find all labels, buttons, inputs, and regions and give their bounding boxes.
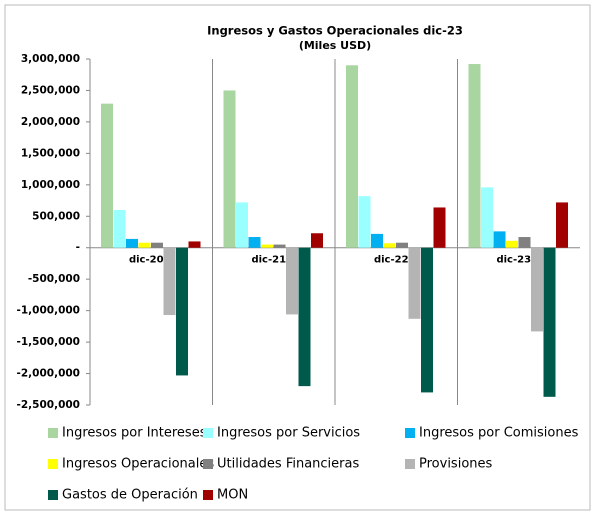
legend-label: Ingresos por Servicios [217,426,360,441]
bar [248,237,261,248]
bar [151,242,163,248]
legend-label: Ingresos Operacionales [62,457,214,472]
legend-swatch [203,490,213,500]
bar [138,242,151,248]
bar [311,233,323,248]
bar [101,103,113,248]
chart-subtitle: (Miles USD) [299,39,371,52]
bar [433,207,446,248]
bar [408,247,421,319]
bar [493,231,506,248]
bar [358,196,371,248]
bar [273,244,286,248]
bar [286,247,298,315]
bar [468,64,481,248]
y-tick-label: 2,500,000 [21,84,80,96]
bar [176,247,188,376]
bar [481,187,493,248]
x-tick-label: dic-23 [496,255,531,266]
chart-title: Ingresos y Gastos Operacionales dic-23 [207,24,463,38]
legend-swatch [48,459,58,469]
y-tick-label: 1,500,000 [21,147,80,159]
legend-swatch [405,459,415,469]
x-tick-label: dic-22 [374,255,409,266]
legend-swatch [203,459,213,469]
legend-label: Provisiones [419,457,493,472]
x-tick-label: dic-20 [129,255,164,266]
legend-label: Gastos de Operación [62,488,198,503]
legend-label: MON [217,488,248,503]
bar [298,247,311,387]
bar [531,247,543,332]
y-tick-label: 3,000,000 [21,53,80,65]
legend-label: Ingresos por Intereses [62,426,207,441]
bar [383,243,396,248]
legend-swatch [48,428,58,438]
bar [261,244,273,248]
y-tick-label: -1,000,000 [17,305,80,317]
legend-label: Ingresos por Comisiones [419,426,579,441]
bar [543,247,556,397]
legend-swatch [203,428,213,438]
bar [371,233,383,248]
bar [556,202,568,248]
y-tick-label: -500,000 [28,273,80,285]
y-tick-label: 500,000 [32,210,80,222]
bar [188,241,201,248]
bar [421,247,433,393]
bar [396,242,408,248]
bar [163,247,176,316]
bar [126,238,138,248]
bar [113,209,126,248]
y-tick-label: - [76,242,80,254]
bar [518,237,531,248]
y-tick-label: -2,000,000 [17,368,80,380]
y-tick-label: 2,000,000 [21,116,80,128]
bar [346,65,358,248]
legend-label: Utilidades Financieras [217,457,359,472]
legend-swatch [405,428,415,438]
y-tick-label: -2,500,000 [17,399,80,411]
bar [223,90,236,248]
y-tick-label: 1,000,000 [21,179,80,191]
y-tick-label: -1,500,000 [17,336,80,348]
bar [506,240,518,248]
bar [236,202,248,248]
x-tick-label: dic-21 [251,255,286,266]
legend-swatch [48,490,58,500]
